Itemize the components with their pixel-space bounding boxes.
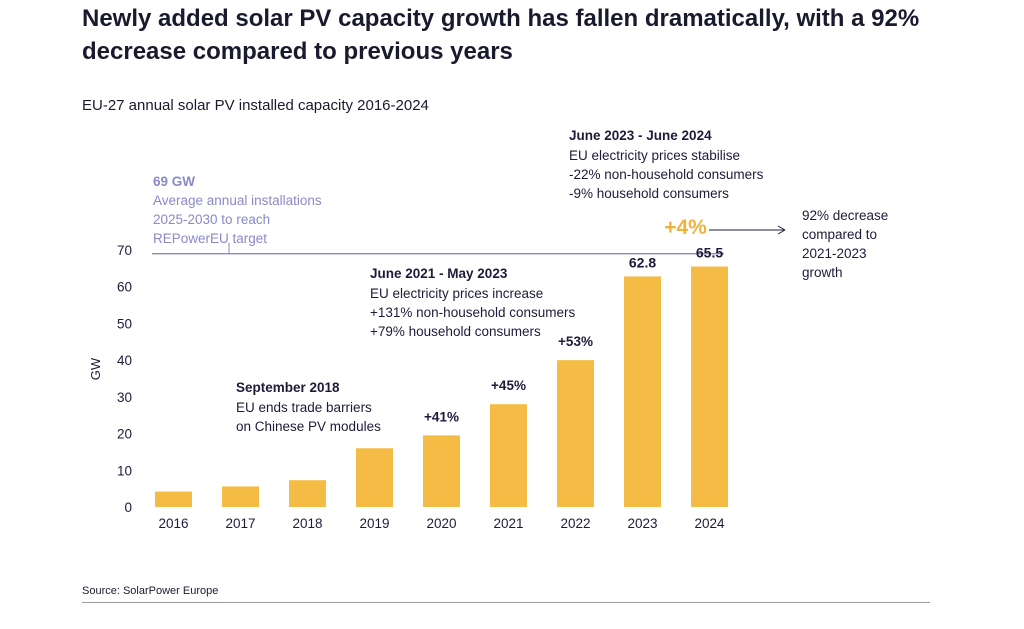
y-tick-label: 60 [117,280,132,295]
target-description-line: 2025-2030 to reach [153,212,270,227]
bar-2024 [691,266,728,507]
annotation-line: +79% household consumers [370,324,541,339]
source-note: Source: SolarPower Europe [82,585,219,597]
annotation-line: -22% non-household consumers [569,167,764,182]
x-axis-ticks: 2016 2017 2018 2019 2020 2021 2022 2023 2024 [158,516,725,531]
annotation-heading: June 2021 - May 2023 [370,266,508,281]
data-label-2024: 65.5 [696,245,723,261]
bar-2016 [155,491,192,507]
y-tick-label: 0 [124,500,132,515]
bottom-divider [82,602,930,603]
bar-2023 [624,276,661,507]
y-tick-label: 50 [117,316,132,331]
annotation-line: EU electricity prices increase [370,286,543,301]
growth-label-2021: +45% [491,378,526,393]
bar-2020 [423,435,460,507]
y-tick-label: 20 [117,427,132,442]
y-tick-label: 70 [117,243,132,258]
y-tick-label: 40 [117,353,132,368]
x-tick-label: 2023 [627,516,657,531]
side-note-line: 92% decrease [802,208,888,223]
chart-subtitle: EU-27 annual solar PV installed capacity… [82,97,429,114]
annotation-line: -9% household consumers [569,186,729,201]
data-label-2023: 62.8 [629,254,656,270]
growth-label-2024: +4% [664,216,707,239]
target-line-group: 69 GW Average annual installations 2025-20… [152,174,724,255]
x-tick-label: 2016 [158,516,188,531]
side-note-line: growth [802,265,843,280]
target-description-line: Average annual installations [153,193,322,208]
annotation-heading: June 2023 - June 2024 [569,128,712,143]
x-tick-label: 2020 [426,516,456,531]
annotations: September 2018 EU ends trade barriers on C… [236,128,764,434]
annotation-line: EU electricity prices stabilise [569,148,740,163]
chart-title: Newly added solar PV capacity growth has… [82,5,920,65]
annotation-line: +131% non-household consumers [370,305,576,320]
arrow-head-icon [777,225,786,235]
y-tick-label: 30 [117,390,132,405]
x-tick-label: 2019 [359,516,389,531]
annotation-heading: September 2018 [236,380,340,395]
y-axis-ticks: 0 10 20 30 40 50 60 70 [117,243,132,515]
bars [155,266,728,507]
bar-2022 [557,360,594,507]
growth-label-2022: +53% [558,334,593,349]
bar-2018 [289,480,326,507]
bar-labels: 62.8 65.5 +41% +45% +53% +4% [424,216,723,424]
y-axis-label: GW [88,357,103,380]
annotation-line: EU ends trade barriers [236,400,372,415]
side-note-group: 92% decrease compared to 2021-2023 growth [709,208,888,280]
x-tick-label: 2021 [493,516,523,531]
y-tick-label: 10 [117,463,132,478]
target-value-label: 69 GW [153,174,195,189]
x-tick-label: 2018 [292,516,322,531]
side-note-line: compared to [802,227,877,242]
bar-2021 [490,404,527,507]
x-tick-label: 2022 [560,516,590,531]
annotation-line: on Chinese PV modules [236,419,381,434]
x-tick-label: 2017 [225,516,255,531]
side-note-line: 2021-2023 [802,246,867,261]
growth-label-2020: +41% [424,409,459,424]
x-tick-label: 2024 [694,516,725,531]
bar-2019 [356,448,393,507]
bar-2017 [222,486,259,507]
target-description-line: REPowerEU target [153,231,267,246]
